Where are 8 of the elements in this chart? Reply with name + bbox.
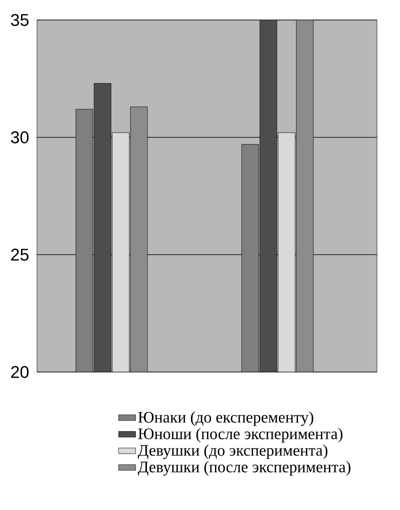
legend-label: Девушки (до эксперимента) [138, 444, 328, 460]
y-tick-label: 20 [11, 366, 29, 378]
legend-label: Юнаки (до експеременту) [138, 411, 314, 426]
y-tick-label: 30 [10, 131, 29, 144]
y-tick-label: 25 [11, 248, 29, 261]
y-tick-label: 35 [10, 14, 29, 26]
legend-label: Девушки (после эксперимента) [138, 461, 350, 476]
legend-label: Юноши (после эксперимента) [138, 428, 342, 442]
